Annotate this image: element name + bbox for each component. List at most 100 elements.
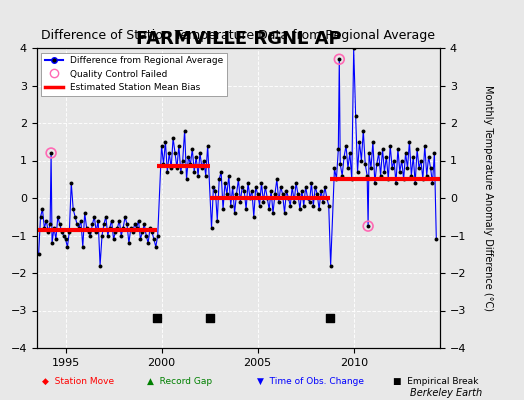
Point xyxy=(211,187,220,194)
Point xyxy=(65,228,73,235)
Point xyxy=(294,191,302,198)
Point xyxy=(301,184,310,190)
Point xyxy=(171,150,179,156)
Point xyxy=(369,138,377,145)
Point xyxy=(321,184,329,190)
Point xyxy=(390,157,398,164)
Point xyxy=(190,168,199,175)
Point xyxy=(81,210,89,216)
Point xyxy=(319,198,327,205)
Point xyxy=(234,176,243,182)
Point xyxy=(317,187,325,194)
Point xyxy=(217,168,225,175)
Point xyxy=(236,198,245,205)
Point xyxy=(146,225,154,231)
Point xyxy=(203,142,212,149)
Point xyxy=(167,165,176,171)
Point xyxy=(373,161,381,168)
Point xyxy=(221,180,229,186)
Point xyxy=(38,206,47,212)
Point xyxy=(405,138,413,145)
Point xyxy=(376,172,385,179)
Point xyxy=(355,138,364,145)
Point xyxy=(46,221,54,228)
Point xyxy=(430,150,439,156)
Point xyxy=(138,228,147,235)
Point xyxy=(315,206,323,212)
Text: ■  Empirical Break: ■ Empirical Break xyxy=(393,377,478,386)
Point xyxy=(335,56,344,62)
Point xyxy=(177,168,185,175)
Point xyxy=(113,225,122,231)
Point xyxy=(424,154,433,160)
Point xyxy=(296,206,304,212)
Point xyxy=(332,176,341,182)
Point xyxy=(427,165,435,171)
Point xyxy=(119,225,127,231)
Point xyxy=(53,214,62,220)
Point xyxy=(161,138,170,145)
Point xyxy=(300,202,308,209)
Point xyxy=(240,187,248,194)
Point xyxy=(42,217,50,224)
Point xyxy=(290,198,298,205)
Point xyxy=(394,146,402,152)
Point xyxy=(334,146,343,152)
Text: Berkeley Earth: Berkeley Earth xyxy=(410,388,482,398)
Point xyxy=(421,142,429,149)
Point xyxy=(350,45,358,51)
Point xyxy=(105,225,114,231)
Point xyxy=(47,150,56,156)
Point xyxy=(134,217,143,224)
Point xyxy=(128,228,137,235)
Point xyxy=(40,225,49,231)
Point xyxy=(305,198,314,205)
Point xyxy=(130,221,139,228)
Point xyxy=(340,154,348,160)
Point xyxy=(86,232,95,239)
Point xyxy=(117,232,125,239)
Point xyxy=(275,198,283,205)
Point xyxy=(254,191,262,198)
Point xyxy=(36,214,45,220)
Point xyxy=(280,210,289,216)
Point xyxy=(142,232,150,239)
Point xyxy=(152,315,161,321)
Point xyxy=(174,142,183,149)
Point xyxy=(56,221,64,228)
Point xyxy=(163,168,171,175)
Point xyxy=(386,142,395,149)
Point xyxy=(94,217,102,224)
Point xyxy=(186,161,194,168)
Point xyxy=(79,244,87,250)
Point xyxy=(323,195,331,201)
Point xyxy=(111,228,119,235)
Point xyxy=(144,240,152,246)
Point xyxy=(419,176,427,182)
Point xyxy=(121,214,129,220)
Point xyxy=(392,180,400,186)
Point xyxy=(123,221,131,228)
Point xyxy=(77,217,85,224)
Point xyxy=(382,154,390,160)
Point xyxy=(209,184,217,190)
Point xyxy=(261,184,269,190)
Point xyxy=(69,206,78,212)
Point xyxy=(136,236,145,242)
Point xyxy=(352,112,360,119)
Point xyxy=(307,180,315,186)
Point xyxy=(407,172,416,179)
Point xyxy=(311,184,320,190)
Point xyxy=(150,236,158,242)
Point xyxy=(188,146,196,152)
Point xyxy=(102,214,110,220)
Point xyxy=(403,165,412,171)
Point xyxy=(259,198,268,205)
Point xyxy=(344,165,352,171)
Point xyxy=(140,221,148,228)
Point xyxy=(380,168,389,175)
Point xyxy=(278,191,287,198)
Point xyxy=(265,206,274,212)
Point xyxy=(363,172,372,179)
Point xyxy=(92,228,101,235)
